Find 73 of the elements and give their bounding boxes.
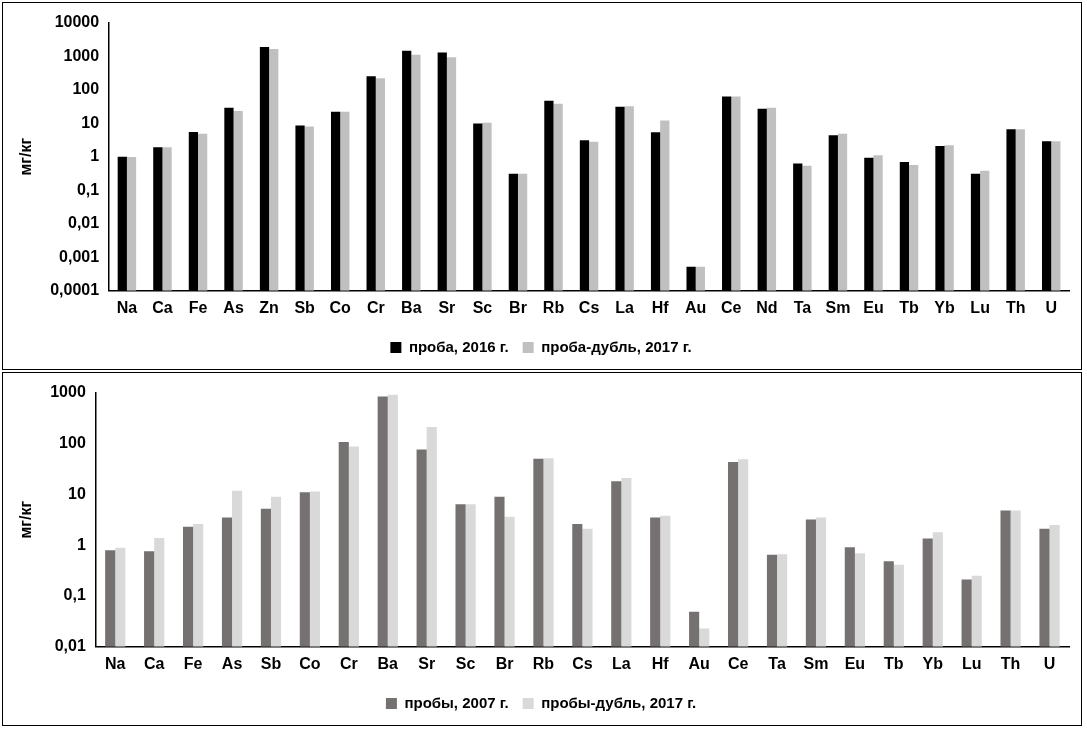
x-tick-label: Eu [863,298,884,316]
x-tick-label: Sb [260,654,282,672]
x-tick-label: Yb [934,298,956,316]
y-tick-label: 10 [81,113,100,131]
x-tick-label: Sm [825,298,851,316]
x-tick-label: Ba [377,654,399,672]
x-tick-label: Sr [438,298,456,316]
x-tick-label: Fe [188,298,208,316]
x-tick-label: Sc [455,654,476,672]
x-tick-label: Hf [651,654,670,672]
y-tick-label: 10 [68,484,86,502]
x-tick-label: Na [116,298,138,316]
x-tick-label: Lu [970,298,990,316]
legend-label: проба-дубль, 2017 г. [541,337,692,355]
y-tick-label: 0,0001 [50,281,100,299]
x-tick-label: As [223,298,244,316]
x-tick-label: Eu [844,654,866,672]
y-tick-label: 100 [59,433,86,451]
x-tick-label: Rb [532,654,555,672]
y-tick-label: 0,1 [63,586,86,604]
y-tick-label: 1 [76,535,86,553]
x-tick-label: Ca [143,654,165,672]
x-tick-label: U [1045,298,1058,316]
x-tick-label: Ta [768,654,786,672]
x-tick-label: Ba [401,298,422,316]
y-tick-label: 0,01 [54,637,86,655]
x-tick-label: Zn [259,298,279,316]
y-tick-label: 0,001 [59,247,100,265]
x-tick-label: Ce [721,298,742,316]
x-tick-label: Sm [803,654,829,672]
x-tick-label: Co [329,298,352,316]
x-tick-label: Hf [651,298,670,316]
y-tick-label: 1 [90,147,100,165]
y-tick-label: 10000 [54,13,100,31]
x-tick-label: Th [1000,654,1021,672]
x-tick-label: Sr [418,654,436,672]
x-tick-label: Cs [572,654,593,672]
x-tick-label: Fe [183,654,203,672]
y-axis-title: мг/кг [17,137,35,176]
y-tick-label: 1000 [63,46,100,64]
legend-label: проба, 2016 г. [408,337,509,355]
x-tick-label: La [615,298,635,316]
y-tick-label: 0,1 [76,180,100,198]
legend-label: пробы-дубль, 2017 г. [541,693,697,711]
x-tick-label: Ce [727,654,749,672]
x-tick-label: Au [685,298,707,316]
x-tick-label: Sc [472,298,493,316]
x-tick-label: Cs [578,298,600,316]
legend-label: пробы, 2007 г. [404,693,509,711]
x-tick-label: Tb [884,654,904,672]
y-tick-label: 100 [72,80,100,98]
x-tick-label: As [221,654,243,672]
x-tick-label: Tb [899,298,920,316]
x-tick-label: Br [495,654,514,672]
x-tick-label: La [611,654,631,672]
y-axis-title: мг/кг [17,500,35,539]
x-tick-label: Au [688,654,710,672]
x-tick-label: Cr [366,298,385,316]
x-tick-label: Th [1005,298,1026,316]
x-tick-label: Rb [542,298,565,316]
x-tick-label: Co [299,654,321,672]
x-tick-label: Br [509,298,527,316]
x-tick-label: Lu [961,654,982,672]
x-tick-label: Cr [339,654,358,672]
x-tick-label: Na [105,654,126,672]
x-tick-label: Sb [294,298,316,316]
y-tick-label: 1000 [50,383,86,401]
x-tick-label: Nd [756,298,778,316]
x-tick-label: U [1043,654,1056,672]
y-tick-label: 0,01 [68,214,100,232]
x-tick-label: Ta [793,298,812,316]
x-tick-label: Ca [152,298,173,316]
x-tick-label: Yb [922,654,944,672]
